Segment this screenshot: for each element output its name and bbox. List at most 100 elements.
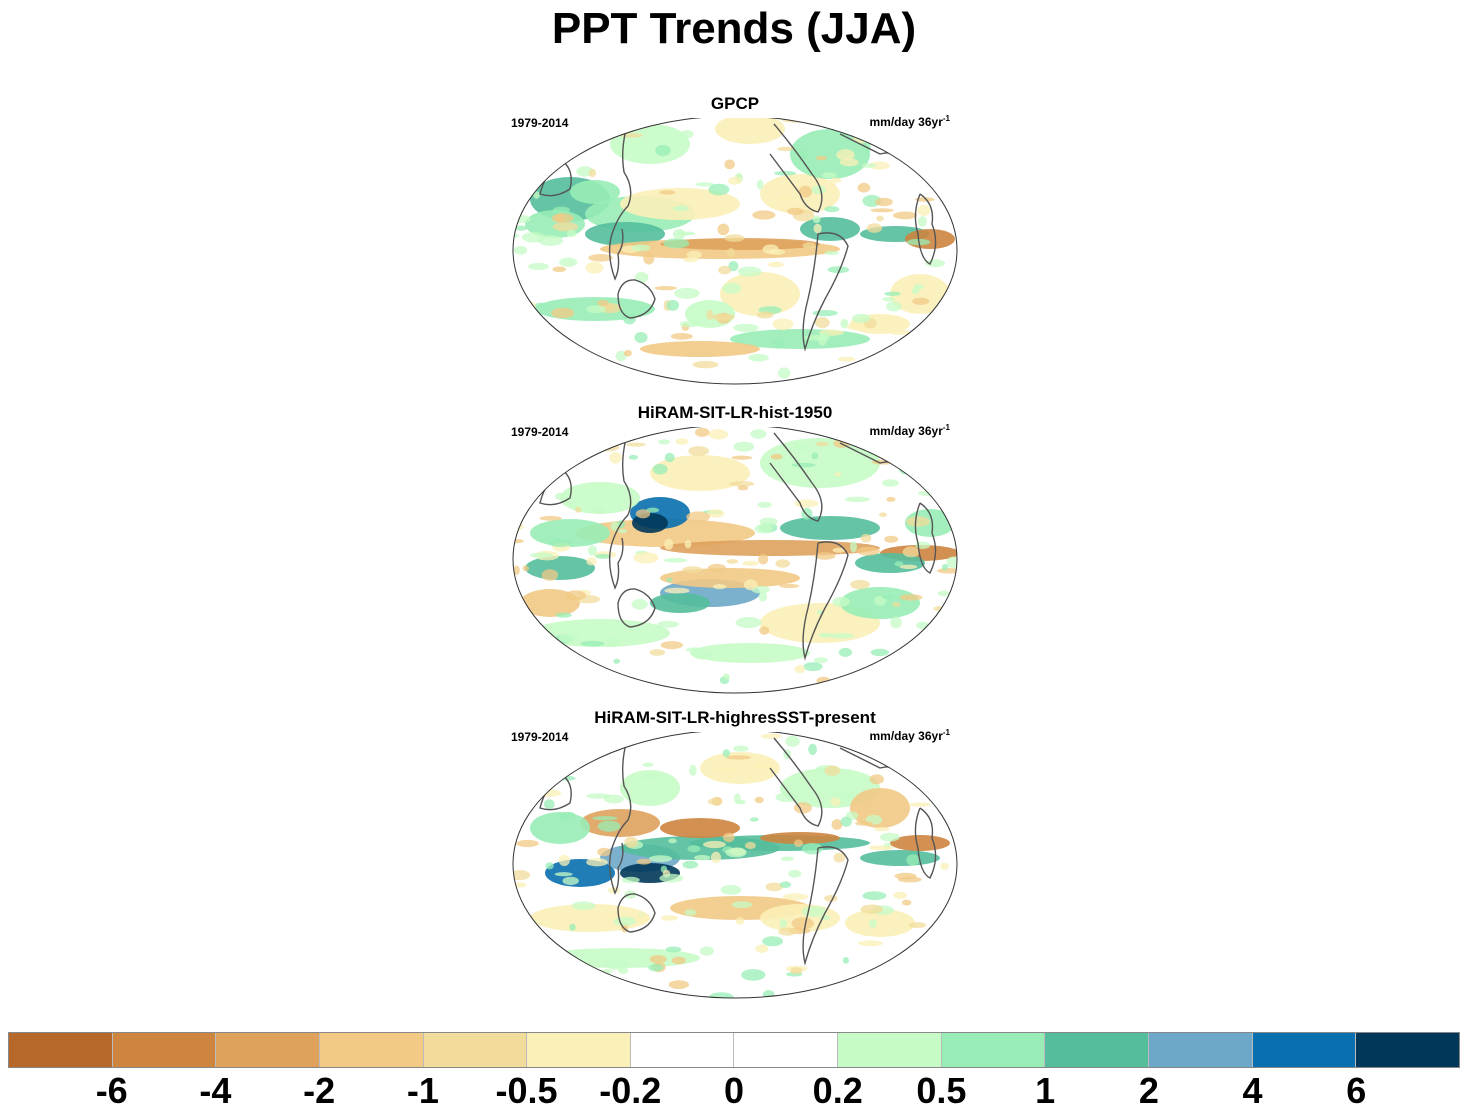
trend-speckle xyxy=(832,596,850,607)
trend-speckle xyxy=(711,313,735,321)
trend-patch xyxy=(660,238,820,250)
trend-speckle xyxy=(785,735,800,747)
trend-speckle xyxy=(812,310,838,317)
trend-speckle xyxy=(726,248,736,257)
trend-speckle xyxy=(777,367,791,379)
trend-speckle xyxy=(886,301,902,312)
trend-speckle xyxy=(643,253,655,265)
trend-speckle xyxy=(881,479,899,487)
trend-speckle xyxy=(946,666,957,676)
coastline xyxy=(769,123,823,213)
trend-speckle xyxy=(548,149,569,159)
trend-speckle xyxy=(899,564,918,569)
trend-speckle xyxy=(551,307,575,319)
trend-speckle xyxy=(916,621,929,630)
trend-speckle xyxy=(791,462,816,468)
trend-speckle xyxy=(878,665,897,670)
trend-speckle xyxy=(514,225,528,231)
trend-speckle xyxy=(779,583,800,589)
trend-speckle xyxy=(768,261,784,268)
trend-speckle xyxy=(917,216,927,227)
trend-speckle xyxy=(880,832,900,842)
trend-speckle xyxy=(750,429,767,439)
trend-speckle xyxy=(684,540,692,549)
trend-speckle xyxy=(728,481,755,487)
trend-patch xyxy=(640,341,760,357)
trend-speckle xyxy=(548,761,562,771)
trend-speckle xyxy=(840,735,861,741)
trend-speckle xyxy=(513,539,524,544)
trend-speckle xyxy=(857,940,883,947)
trend-speckle xyxy=(890,616,902,629)
trend-speckle xyxy=(584,357,604,363)
map-plot xyxy=(512,726,958,999)
trend-speckle xyxy=(882,297,895,302)
trend-speckle xyxy=(565,590,587,601)
coastline xyxy=(769,432,823,522)
trend-speckle xyxy=(543,467,562,475)
trend-speckle xyxy=(659,190,676,195)
trend-speckle xyxy=(936,568,957,574)
trend-speckle xyxy=(937,801,947,808)
trend-speckle xyxy=(770,453,783,460)
trend-speckle xyxy=(915,754,932,762)
trend-speckle xyxy=(868,161,890,170)
trend-speckle xyxy=(842,957,849,964)
colorbar-box xyxy=(112,1033,217,1067)
map-panel-hist-1950: HiRAM-SIT-LR-hist-1950 1979-2014 mm/day … xyxy=(500,403,970,703)
trend-speckle xyxy=(513,476,523,487)
trend-speckle xyxy=(941,956,948,964)
trend-speckle xyxy=(750,817,759,822)
trend-speckle xyxy=(731,455,753,460)
trend-speckle xyxy=(814,317,830,329)
trend-speckle xyxy=(712,768,738,773)
trend-speckle xyxy=(722,282,742,294)
trend-speckle xyxy=(718,265,732,275)
trend-speckle xyxy=(868,845,894,851)
trend-patch xyxy=(790,129,870,179)
colorbar-tick-label: -2 xyxy=(303,1070,336,1111)
trend-speckle xyxy=(695,182,714,187)
trend-patch xyxy=(660,568,800,588)
trend-speckle xyxy=(829,633,855,639)
trend-speckle xyxy=(819,332,830,341)
trend-speckle xyxy=(860,904,883,914)
trend-speckle xyxy=(861,163,877,168)
trend-speckle xyxy=(755,944,769,953)
trend-patch xyxy=(690,643,810,663)
trend-speckle xyxy=(679,320,701,328)
trend-speckle xyxy=(692,650,713,660)
trend-speckle xyxy=(545,862,554,870)
map-panel-highressst-present: HiRAM-SIT-LR-highresSST-present 1979-201… xyxy=(500,708,970,1008)
trend-speckle xyxy=(649,955,667,964)
trend-speckle xyxy=(925,259,946,268)
trend-patch xyxy=(845,909,915,937)
trend-speckle xyxy=(649,649,666,656)
coastline xyxy=(608,735,632,895)
trend-speckle xyxy=(917,204,931,216)
trend-speckle xyxy=(762,244,779,254)
trend-speckle xyxy=(642,762,654,768)
trend-speckle xyxy=(624,836,639,848)
trend-speckle xyxy=(513,986,526,991)
colorbar-box xyxy=(630,1033,735,1067)
trend-speckle xyxy=(906,516,930,527)
trend-speckle xyxy=(869,774,885,785)
trend-speckle xyxy=(874,827,890,832)
trend-speckle xyxy=(906,854,920,866)
trend-speckle xyxy=(846,323,869,331)
trend-speckle xyxy=(723,832,735,843)
trend-speckle xyxy=(748,353,769,362)
trend-speckle xyxy=(706,309,713,320)
colorbar-box xyxy=(941,1033,1046,1067)
trend-speckle xyxy=(546,457,556,465)
trend-speckle xyxy=(686,511,710,523)
trend-speckle xyxy=(946,556,957,569)
chart-title: PPT Trends (JJA) xyxy=(551,4,917,53)
colorbar-tick-label: 0.2 xyxy=(812,1070,863,1111)
trend-speckle xyxy=(790,967,803,975)
trend-speckle xyxy=(668,838,677,844)
trend-speckle xyxy=(743,579,758,591)
trend-speckle xyxy=(529,950,552,960)
trend-patch xyxy=(860,850,940,866)
